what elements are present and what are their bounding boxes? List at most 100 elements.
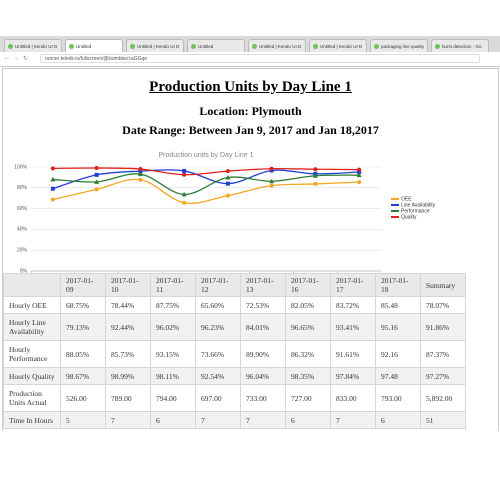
reload-button[interactable]: ↻ [23, 56, 29, 62]
table-cell: 794.00 [150, 384, 196, 412]
marker [182, 172, 187, 177]
marker [312, 173, 318, 178]
chart-title: Production units by Day Line 1 [159, 152, 254, 159]
marker [182, 200, 187, 205]
marker [50, 197, 55, 202]
marker [357, 167, 362, 172]
table-cell: 96.02% [150, 313, 196, 341]
browser-tab[interactable]: Untitled | Kendo UI D [248, 39, 306, 52]
table-cell: 97.84% [330, 367, 376, 385]
marker [138, 166, 143, 171]
url-field[interactable]: runner.telerik.io/fullscreen/@ksimbbe/ca… [40, 54, 480, 63]
marker [181, 191, 187, 197]
table-cell: 65.60% [195, 296, 241, 314]
table-cell: 5,892.00 [420, 384, 466, 412]
browser-tab[interactable]: burst detection - Go [431, 39, 489, 52]
series-line [52, 173, 360, 196]
column-header: 2017-01-16 [285, 273, 331, 297]
row-label: Hourly OEE [3, 296, 61, 314]
browser-tab[interactable]: Untitled [187, 39, 245, 52]
column-header: 2017-01-10 [105, 273, 151, 297]
browser-tab[interactable]: Untitled | Kendo UI D [126, 39, 184, 52]
marker [182, 168, 187, 173]
table-cell: 78.44% [105, 296, 151, 314]
marker [137, 171, 143, 177]
table-cell: 793.00 [375, 384, 421, 412]
marker [50, 186, 55, 191]
table-cell: 727.00 [285, 384, 331, 412]
column-header: 2017-01-09 [60, 273, 106, 297]
table-cell: 93.41% [330, 313, 376, 341]
report-date-range: Date Range: Between Jan 9, 2017 and Jan … [122, 123, 379, 137]
table-row: Hourly Line Availability 79.13% 92.44% 96.0… [3, 313, 466, 341]
table-cell: 82.05% [285, 296, 331, 314]
report: Production Units by Day Line 1 Location:… [2, 68, 499, 431]
table-cell: 84.01% [240, 313, 286, 341]
address-bar: ← → ↻ runner.telerik.io/fullscreen/@ksim… [0, 52, 500, 67]
column-header: 2017-01-11 [150, 273, 196, 297]
table-row: Production Units Actual 526.00 789.00 794.0… [3, 384, 466, 412]
table-cell: 96.04% [240, 367, 286, 385]
table-cell: 789.00 [105, 384, 151, 412]
table-cell: 96.23% [195, 313, 241, 341]
table-cell: 79.13% [60, 313, 106, 341]
table-cell: 86.32% [285, 340, 331, 368]
table-cell: 91.61% [330, 340, 376, 368]
y-tick-label: 80% [17, 185, 28, 191]
table-cell: 6 [285, 411, 331, 429]
table-cell: 7 [240, 411, 286, 429]
legend-label: Performance [401, 208, 430, 214]
marker [94, 166, 99, 171]
table-cell: 88.05% [60, 340, 106, 368]
column-header: Summary [420, 273, 466, 297]
table-cell: 7 [330, 411, 376, 429]
chart: Production units by Day Line 1 0% 20% 40% 60… [14, 152, 436, 273]
marker [225, 193, 230, 198]
marker [94, 187, 99, 192]
table-cell: 87.75% [150, 296, 196, 314]
table-cell: 51 [420, 411, 466, 429]
browser-tab[interactable]: Untitled [65, 39, 123, 52]
marker [225, 181, 230, 186]
table-cell: 6 [150, 411, 196, 429]
table-cell: 92.54% [195, 367, 241, 385]
table-cell: 85.48 [375, 296, 421, 314]
row-label: Time In Hours [3, 411, 61, 429]
corner-cell [3, 273, 61, 297]
browser-tab[interactable]: Untitled | Kendo UI D [309, 39, 367, 52]
column-header: 2017-01-12 [195, 273, 241, 297]
table-cell: 73.66% [195, 340, 241, 368]
browser-tab[interactable]: Untitled | Kendo UI D [4, 39, 62, 52]
table-cell: 85.73% [105, 340, 151, 368]
table-cell: 68.75% [60, 296, 106, 314]
y-tick-label: 60% [17, 206, 28, 212]
y-tick-label: 100% [14, 164, 27, 170]
table-cell: 733.00 [240, 384, 286, 412]
browser-tab[interactable]: packaging line quality [370, 39, 428, 52]
series-line [52, 167, 360, 176]
forward-button[interactable]: → [13, 55, 19, 61]
marker [138, 169, 143, 174]
series-line [52, 178, 360, 204]
marker [225, 175, 231, 180]
table-row: Hourly OEE 68.75% 78.44% 87.75% 65.60% 72.53%… [3, 296, 466, 314]
table-cell: 98.11% [150, 367, 196, 385]
legend-label: Quality [401, 214, 417, 220]
table-row: Hourly Quality 98.67% 98.99% 98.11% 92.54% 96… [3, 367, 466, 385]
table-cell: 96.65% [285, 313, 331, 341]
table-cell: 83.72% [330, 296, 376, 314]
table-cell: 98.67% [60, 367, 106, 385]
marker [269, 183, 274, 188]
back-button[interactable]: ← [4, 55, 10, 61]
table-cell: 5 [60, 411, 106, 429]
report-location: Location: Plymouth [199, 104, 302, 118]
table-cell: 526.00 [60, 384, 106, 412]
data-table: 2017-01-09 2017-01-10 2017-01-11 2017-01-12… [3, 273, 466, 429]
y-tick-label: 40% [17, 227, 28, 233]
tab-bar: Untitled | Kendo UI D Untitled Untitled | … [0, 36, 500, 52]
row-label: Production Units Actual [3, 384, 61, 412]
marker [313, 167, 318, 172]
table-cell: 98.99% [105, 367, 151, 385]
column-header: 2017-01-17 [330, 273, 376, 297]
table-cell: 97.48 [375, 367, 421, 385]
